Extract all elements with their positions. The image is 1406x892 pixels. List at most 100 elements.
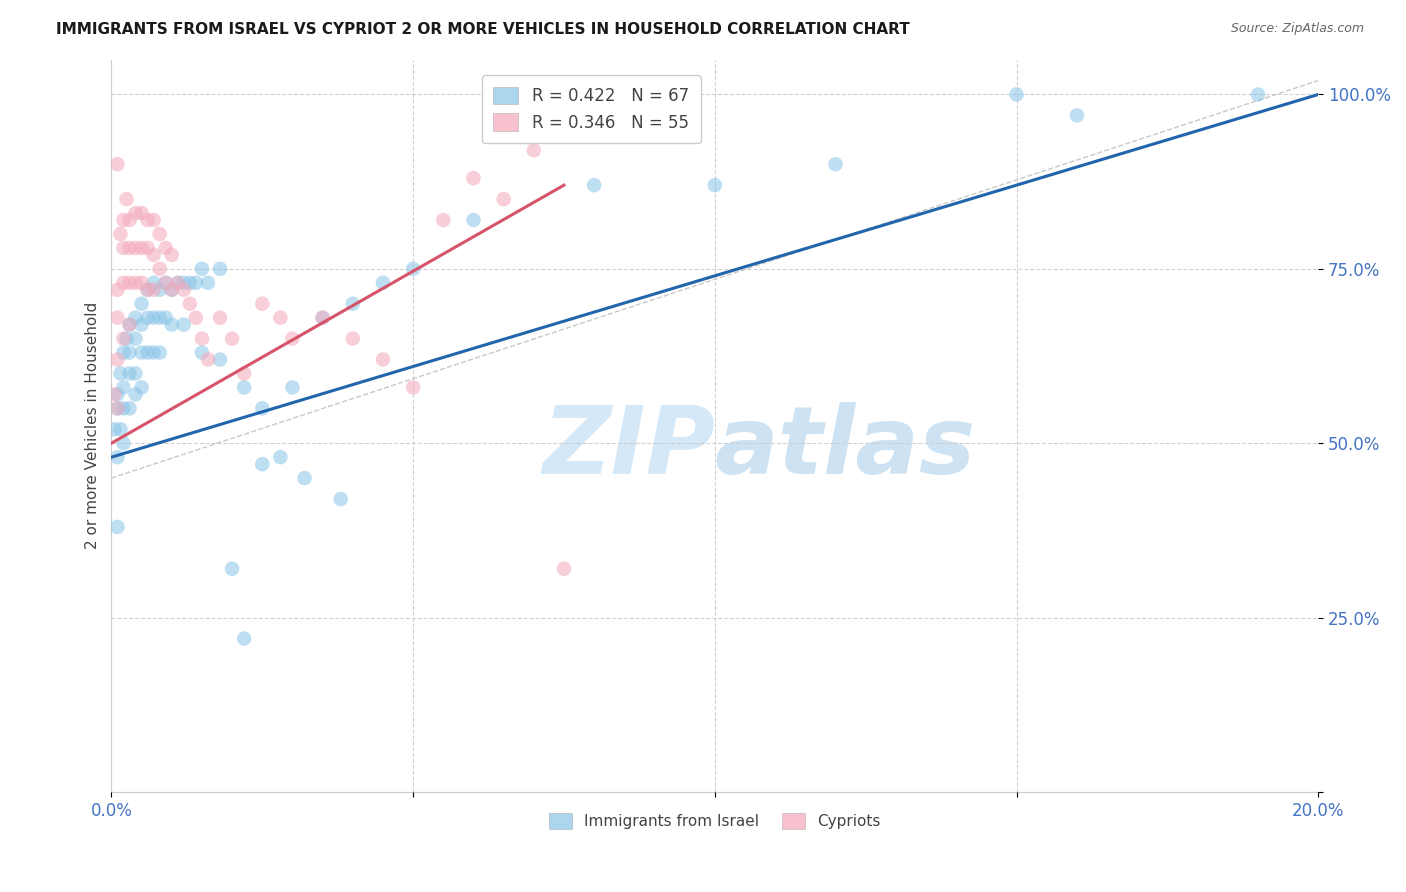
Point — [131, 241, 153, 255]
Point — [184, 276, 207, 290]
Point — [463, 171, 485, 186]
Point — [294, 471, 316, 485]
Point — [149, 227, 172, 241]
Point — [191, 345, 214, 359]
Point — [197, 276, 219, 290]
Point — [136, 283, 159, 297]
Point — [703, 178, 725, 193]
Point — [136, 310, 159, 325]
Point — [136, 283, 159, 297]
Point — [173, 318, 195, 332]
Point — [184, 310, 207, 325]
Point — [112, 345, 135, 359]
Point — [252, 296, 274, 310]
Point — [131, 380, 153, 394]
Point — [173, 276, 195, 290]
Point — [523, 143, 546, 157]
Point — [179, 276, 201, 290]
Point — [191, 332, 214, 346]
Point — [311, 310, 333, 325]
Point — [103, 422, 125, 436]
Point — [342, 296, 364, 310]
Point — [1066, 108, 1088, 122]
Legend: Immigrants from Israel, Cypriots: Immigrants from Israel, Cypriots — [543, 807, 887, 836]
Text: Source: ZipAtlas.com: Source: ZipAtlas.com — [1230, 22, 1364, 36]
Point — [179, 296, 201, 310]
Point — [118, 367, 141, 381]
Point — [131, 318, 153, 332]
Point — [208, 261, 231, 276]
Point — [342, 332, 364, 346]
Point — [107, 401, 129, 416]
Point — [118, 318, 141, 332]
Point — [463, 213, 485, 227]
Point — [191, 261, 214, 276]
Point — [173, 283, 195, 297]
Point — [136, 241, 159, 255]
Point — [124, 367, 146, 381]
Point — [269, 310, 291, 325]
Point — [402, 261, 425, 276]
Text: IMMIGRANTS FROM ISRAEL VS CYPRIOT 2 OR MORE VEHICLES IN HOUSEHOLD CORRELATION CH: IMMIGRANTS FROM ISRAEL VS CYPRIOT 2 OR M… — [56, 22, 910, 37]
Point — [149, 345, 172, 359]
Point — [371, 276, 394, 290]
Point — [149, 310, 172, 325]
Point — [107, 283, 129, 297]
Point — [107, 450, 129, 465]
Point — [311, 310, 333, 325]
Point — [118, 241, 141, 255]
Point — [107, 310, 129, 325]
Point — [1005, 87, 1028, 102]
Point — [160, 248, 183, 262]
Point — [118, 213, 141, 227]
Point — [124, 387, 146, 401]
Point — [155, 276, 177, 290]
Point — [112, 436, 135, 450]
Point — [824, 157, 846, 171]
Point — [142, 345, 165, 359]
Point — [149, 261, 172, 276]
Point — [281, 380, 304, 394]
Point — [118, 276, 141, 290]
Point — [221, 562, 243, 576]
Point — [110, 367, 132, 381]
Point — [107, 401, 129, 416]
Point — [142, 310, 165, 325]
Point — [402, 380, 425, 394]
Point — [252, 457, 274, 471]
Point — [118, 345, 141, 359]
Point — [432, 213, 454, 227]
Point — [107, 520, 129, 534]
Point — [553, 562, 575, 576]
Y-axis label: 2 or more Vehicles in Household: 2 or more Vehicles in Household — [86, 302, 100, 549]
Point — [131, 276, 153, 290]
Point — [155, 276, 177, 290]
Point — [233, 380, 256, 394]
Point — [112, 213, 135, 227]
Point — [112, 380, 135, 394]
Point — [1247, 87, 1270, 102]
Point — [281, 332, 304, 346]
Text: atlas: atlas — [714, 401, 976, 494]
Point — [208, 310, 231, 325]
Point — [112, 332, 135, 346]
Point — [233, 367, 256, 381]
Point — [112, 276, 135, 290]
Point — [155, 241, 177, 255]
Point — [155, 310, 177, 325]
Point — [103, 387, 125, 401]
Point — [118, 318, 141, 332]
Point — [107, 352, 129, 367]
Point — [131, 296, 153, 310]
Point — [124, 310, 146, 325]
Point — [160, 283, 183, 297]
Point — [115, 332, 138, 346]
Point — [136, 345, 159, 359]
Point — [208, 352, 231, 367]
Point — [252, 401, 274, 416]
Point — [583, 178, 606, 193]
Point — [131, 206, 153, 220]
Point — [142, 283, 165, 297]
Point — [110, 422, 132, 436]
Point — [166, 276, 188, 290]
